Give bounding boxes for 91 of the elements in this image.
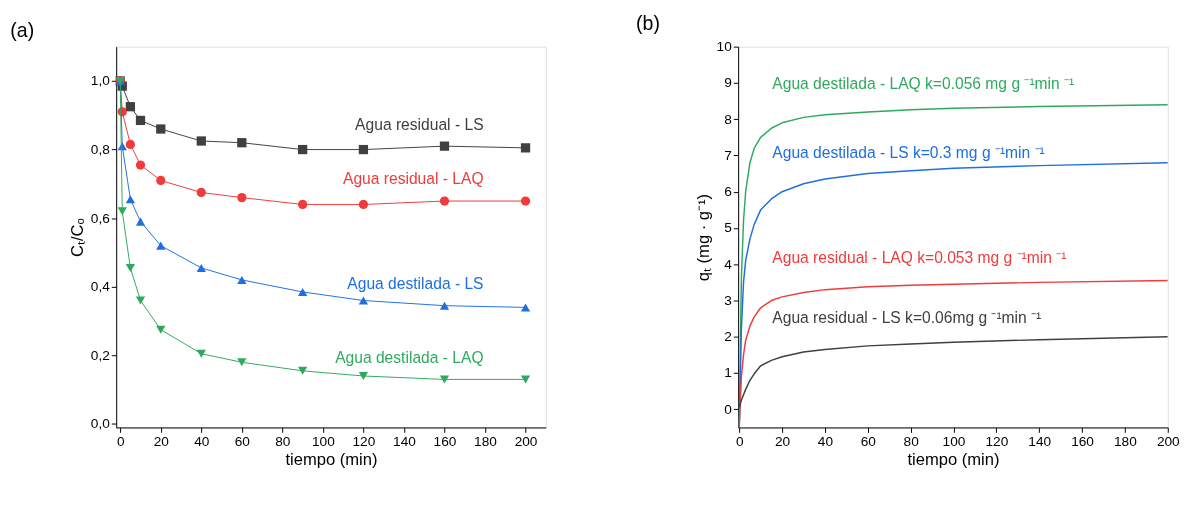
point [520, 143, 531, 153]
y-tick-label: 1 [724, 365, 732, 381]
point [237, 358, 247, 367]
y-tick-label: 10 [716, 39, 733, 55]
series-label: Agua destilada - LS k=0.3 mg g ⁻¹min ⁻¹ [772, 143, 1045, 161]
y-tick-label: 0,2 [90, 347, 110, 363]
point [358, 144, 369, 155]
x-tick-label: 80 [903, 433, 920, 449]
point [196, 187, 206, 198]
y-tick-label: 0,4 [90, 279, 111, 295]
point [237, 138, 247, 148]
series-label: Agua residual - LS [355, 115, 484, 133]
x-tick-label: 160 [1071, 433, 1095, 449]
point [196, 263, 206, 272]
x-tick-label: 120 [985, 433, 1009, 449]
x-axis-title: tiempo (min) [907, 450, 1000, 470]
point [520, 303, 531, 312]
series-label: Agua destilada - LS [347, 275, 484, 293]
x-tick-label: 0 [735, 433, 744, 449]
point [439, 141, 450, 151]
point [135, 115, 146, 126]
x-tick-label: 80 [275, 433, 291, 449]
series-label: Agua residual - LAQ [342, 170, 484, 188]
x-tick-label: 200 [1156, 433, 1181, 449]
x-tick-label: 200 [514, 433, 538, 449]
point [298, 199, 308, 210]
x-tick-label: 40 [817, 433, 834, 449]
x-tick-label: 40 [194, 433, 210, 449]
y-axis-title: qₜ (mg · g⁻¹) [693, 193, 713, 282]
point [358, 296, 369, 305]
point [196, 349, 206, 358]
y-tick-label: 6 [724, 184, 732, 200]
y-tick-label: 0,6 [90, 210, 110, 226]
y-tick-label: 3 [724, 292, 732, 308]
x-tick-label: 60 [860, 433, 877, 449]
series-label: Agua destilada - LAQ k=0.056 mg g ⁻¹min ⁻¹ [772, 74, 1075, 92]
x-tick-label: 20 [774, 433, 791, 449]
y-tick-label: 4 [724, 256, 733, 272]
y-tick-label: 0,8 [90, 141, 110, 157]
series-label: Agua residual - LAQ k=0.053 mg g ⁻¹min ⁻¹ [772, 248, 1067, 266]
y-tick-label: 8 [724, 111, 732, 127]
y-tick-label: 0,0 [90, 416, 111, 432]
point [135, 217, 146, 226]
x-tick-label: 160 [433, 433, 457, 449]
point [125, 263, 136, 272]
point [358, 371, 369, 381]
line-series [738, 336, 1168, 409]
x-tick-label: 120 [352, 433, 376, 449]
point [298, 144, 308, 155]
point [439, 375, 450, 384]
x-axis-title: tiempo (min) [285, 450, 378, 470]
x-tick-label: 60 [234, 433, 251, 449]
y-tick-label: 1,0 [90, 73, 111, 89]
y-tick-label: 7 [724, 147, 732, 163]
point [439, 196, 450, 206]
point [156, 124, 166, 134]
x-tick-label: 140 [393, 433, 417, 449]
series-label: Agua destilada - LAQ [335, 348, 484, 366]
y-tick-label: 2 [724, 329, 732, 345]
point [439, 301, 450, 310]
point [196, 136, 206, 146]
point [135, 296, 146, 305]
point [520, 375, 531, 384]
x-tick-label: 100 [311, 433, 336, 449]
x-tick-label: 180 [474, 433, 498, 449]
point [156, 175, 166, 186]
x-tick-label: 0 [116, 433, 125, 449]
x-tick-label: 100 [942, 433, 966, 449]
x-tick-label: 140 [1028, 433, 1052, 449]
point [298, 366, 308, 375]
point [520, 196, 531, 206]
point [156, 325, 166, 334]
point [125, 139, 136, 150]
point [135, 160, 146, 170]
y-axis-title: Cₜ/Cₒ [68, 218, 88, 257]
y-tick-label: 5 [724, 220, 733, 236]
chart-title: (a) [10, 18, 35, 41]
point [117, 207, 127, 216]
series-label: Agua residual - LS k=0.06mg g ⁻¹min ⁻¹ [772, 308, 1042, 326]
point [125, 195, 136, 204]
point [298, 287, 308, 296]
x-tick-label: 180 [1114, 433, 1138, 449]
y-tick-label: 0 [724, 401, 733, 417]
chart-title: (b) [636, 12, 660, 35]
point [156, 241, 166, 250]
point [237, 275, 247, 284]
x-tick-label: 20 [153, 433, 170, 449]
point [125, 102, 136, 112]
point [358, 199, 369, 210]
point [237, 192, 247, 203]
y-tick-label: 9 [724, 75, 732, 91]
